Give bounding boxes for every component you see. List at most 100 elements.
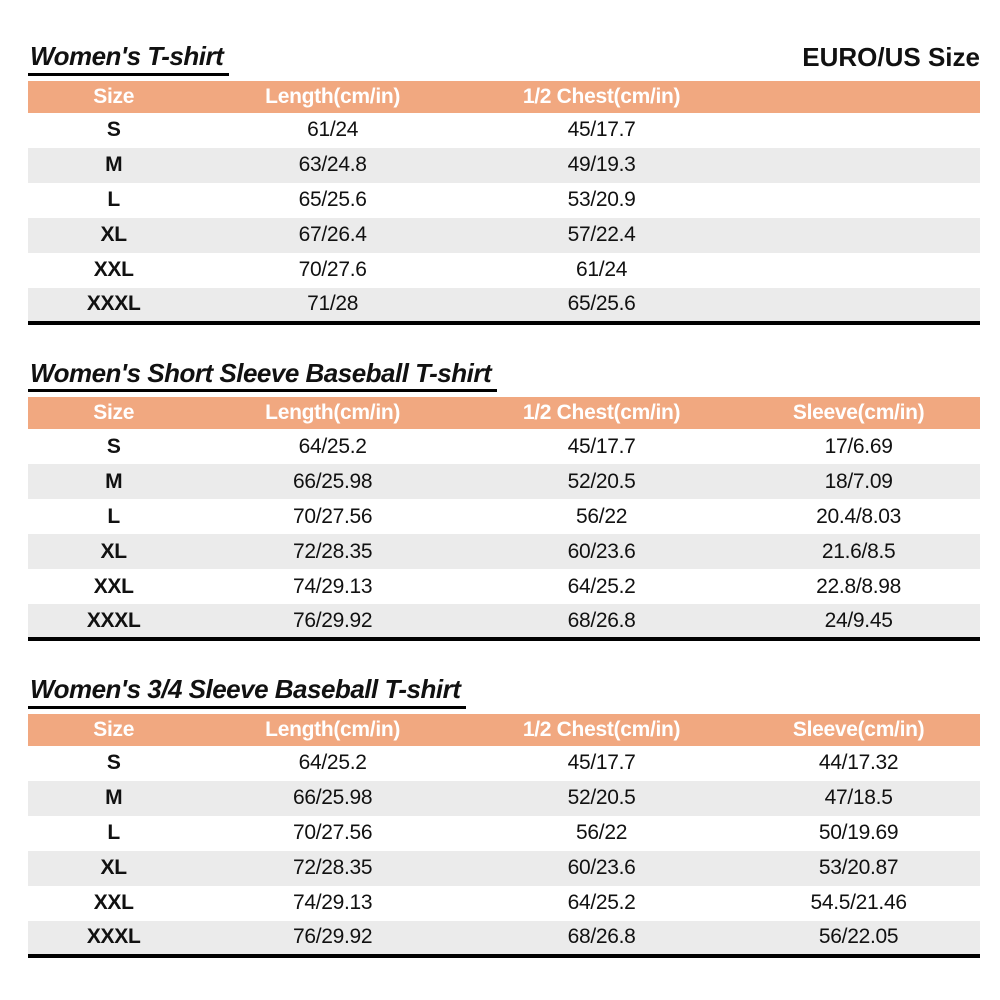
table-row: XXXL 71/28 65/25.6	[28, 287, 980, 323]
chest-cell: 57/22.4	[465, 217, 738, 253]
length-cell: 65/25.6	[298, 188, 367, 212]
length-cell: 71/28	[199, 287, 466, 323]
header-row: Size Length(cm/in) 1/2 Chest(cm/in)	[28, 80, 980, 113]
chest-cell: 60/23.6	[465, 850, 738, 886]
length-cell: 74/29.13	[292, 891, 373, 915]
chest-cell: 45/17.7	[567, 118, 636, 142]
size-cell: XL	[28, 534, 200, 570]
section-womens-tshirt: Women's T-shirt EURO/US Size Size Length…	[28, 42, 980, 325]
size-cell: M	[28, 147, 200, 183]
length-cell: 64/25.2	[298, 434, 367, 458]
chest-cell: 52/20.5	[465, 780, 738, 816]
chest-cell: 65/25.6	[465, 287, 738, 323]
size-cell: S	[106, 434, 121, 458]
size-cell: L	[107, 821, 120, 845]
header-row: Size Length(cm/in) 1/2 Chest(cm/in) Slee…	[28, 713, 980, 746]
length-cell: 66/25.98	[199, 464, 466, 500]
table-row: L 65/25.6 53/20.9	[28, 183, 980, 218]
table-row: S 61/24 45/17.7	[28, 113, 980, 148]
table-row: S 64/25.2 45/17.7 17/6.69	[28, 429, 980, 464]
chest-cell: 56/22	[576, 821, 628, 845]
length-cell: 63/24.8	[199, 147, 466, 183]
size-table-short-sleeve-baseball: Size Length(cm/in) 1/2 Chest(cm/in) Slee…	[28, 397, 980, 642]
column-header-sleeve: Sleeve(cm/in)	[737, 713, 980, 746]
chest-cell: 64/25.2	[567, 891, 636, 915]
column-header-chest: 1/2 Chest(cm/in)	[465, 397, 738, 430]
size-cell: L	[107, 504, 120, 528]
chest-cell: 52/20.5	[465, 464, 738, 500]
chest-cell: 64/25.2	[567, 574, 636, 598]
column-header-length: Length(cm/in)	[199, 80, 466, 113]
length-cell: 66/25.98	[199, 780, 466, 816]
sleeve-cell: 44/17.32	[818, 751, 899, 775]
table-row: XL 72/28.35 60/23.6 21.6/8.5	[28, 534, 980, 570]
length-cell: 72/28.35	[199, 850, 466, 886]
table-row: L 70/27.56 56/22 50/19.69	[28, 816, 980, 851]
table-row: M 66/25.98 52/20.5 47/18.5	[28, 780, 980, 816]
section-title: Women's T-shirt	[28, 42, 230, 76]
table-row: XL 67/26.4 57/22.4	[28, 217, 980, 253]
size-table-womens-tshirt: Size Length(cm/in) 1/2 Chest(cm/in) S 61…	[28, 80, 980, 325]
size-cell: M	[28, 464, 200, 500]
table-row: M 66/25.98 52/20.5 18/7.09	[28, 464, 980, 500]
table-row: XXL 70/27.6 61/24	[28, 253, 980, 288]
sleeve-cell: 53/20.87	[737, 850, 980, 886]
sleeve-cell: 18/7.09	[737, 464, 980, 500]
column-header-empty	[737, 80, 980, 113]
empty-cell	[737, 183, 980, 218]
column-header-sleeve: Sleeve(cm/in)	[737, 397, 980, 430]
length-cell: 74/29.13	[292, 574, 373, 598]
chest-cell: 61/24	[576, 258, 628, 282]
sleeve-cell: 47/18.5	[737, 780, 980, 816]
empty-cell	[737, 253, 980, 288]
section-head: Women's T-shirt EURO/US Size	[28, 42, 980, 76]
size-cell: XL	[28, 217, 200, 253]
table-row: XXXL 76/29.92 68/26.8 24/9.45	[28, 604, 980, 640]
size-cell: XL	[28, 850, 200, 886]
table-row: XXL 74/29.13 64/25.2 54.5/21.46	[28, 886, 980, 921]
table-row: XL 72/28.35 60/23.6 53/20.87	[28, 850, 980, 886]
chest-cell: 68/26.8	[465, 920, 738, 956]
section-head: Women's Short Sleeve Baseball T-shirt	[28, 358, 980, 393]
chest-cell: 49/19.3	[465, 147, 738, 183]
size-cell: XXL	[93, 891, 134, 915]
column-header-size: Size	[28, 397, 200, 430]
length-cell: 70/27.56	[292, 821, 373, 845]
length-cell: 61/24	[307, 118, 359, 142]
sleeve-cell: 24/9.45	[737, 604, 980, 640]
size-cell: XXL	[93, 258, 134, 282]
size-cell: XXL	[93, 574, 134, 598]
chest-cell: 53/20.9	[567, 188, 636, 212]
sleeve-cell: 54.5/21.46	[810, 891, 907, 915]
chest-cell: 45/17.7	[567, 434, 636, 458]
column-header-length: Length(cm/in)	[199, 397, 466, 430]
sleeve-cell: 50/19.69	[818, 821, 899, 845]
sleeve-cell: 22.8/8.98	[816, 574, 902, 598]
size-standard-label: EURO/US Size	[802, 42, 980, 72]
table-row: XXXL 76/29.92 68/26.8 56/22.05	[28, 920, 980, 956]
empty-cell	[737, 287, 980, 323]
table-row: S 64/25.2 45/17.7 44/17.32	[28, 746, 980, 781]
empty-cell	[737, 113, 980, 148]
size-table-three-quarter-sleeve-baseball: Size Length(cm/in) 1/2 Chest(cm/in) Slee…	[28, 713, 980, 958]
length-cell: 76/29.92	[199, 604, 466, 640]
size-cell: L	[107, 188, 120, 212]
column-header-chest: 1/2 Chest(cm/in)	[465, 80, 738, 113]
table-row: M 63/24.8 49/19.3	[28, 147, 980, 183]
section-head: Women's 3/4 Sleeve Baseball T-shirt	[28, 675, 980, 709]
table-row: XXL 74/29.13 64/25.2 22.8/8.98	[28, 569, 980, 604]
column-header-size: Size	[28, 713, 200, 746]
length-cell: 64/25.2	[298, 751, 367, 775]
length-cell: 76/29.92	[199, 920, 466, 956]
size-cell: S	[106, 751, 121, 775]
chest-cell: 56/22	[576, 504, 628, 528]
length-cell: 70/27.56	[292, 504, 373, 528]
column-header-size: Size	[28, 80, 200, 113]
section-three-quarter-sleeve-baseball: Women's 3/4 Sleeve Baseball T-shirt Size…	[28, 675, 980, 958]
chest-cell: 45/17.7	[567, 751, 636, 775]
size-cell: XXXL	[28, 287, 200, 323]
section-title: Women's Short Sleeve Baseball T-shirt	[28, 358, 498, 393]
sleeve-cell: 56/22.05	[737, 920, 980, 956]
size-cell: XXXL	[28, 920, 200, 956]
